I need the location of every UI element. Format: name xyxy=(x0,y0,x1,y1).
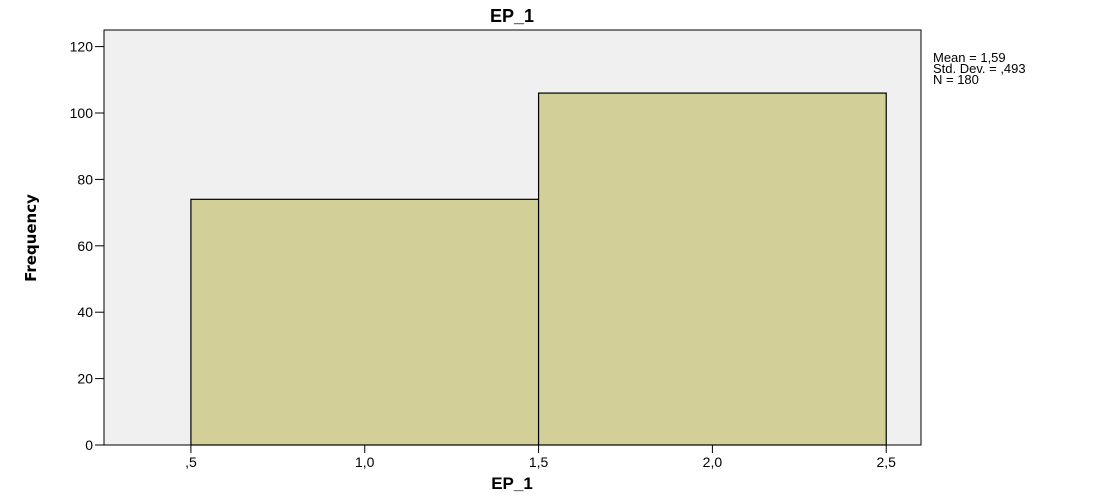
stats-std-dev: Std. Dev. = ,493 xyxy=(933,61,1026,76)
y-tick-label: 80 xyxy=(77,171,93,187)
stats-n: N = 180 xyxy=(933,72,979,87)
y-tick-label: 60 xyxy=(77,238,93,254)
x-tick-label: 2,5 xyxy=(876,454,896,470)
histogram-bar xyxy=(190,198,540,446)
y-axis-label: Frequency xyxy=(22,194,40,282)
stats-mean: Mean = 1,59 xyxy=(933,50,1006,65)
y-tick-label: 20 xyxy=(77,371,93,387)
x-tick-label: 1,0 xyxy=(355,454,375,470)
x-axis-label: EP_1 xyxy=(491,474,533,493)
chart-title: EP_1 xyxy=(490,6,534,26)
x-tick-label: 1,5 xyxy=(529,454,549,470)
x-tick-label: ,5 xyxy=(185,454,197,470)
histogram-bar xyxy=(537,92,887,446)
y-tick-label: 0 xyxy=(85,437,93,453)
stats-box: Mean = 1,59 Std. Dev. = ,493 N = 180 xyxy=(933,50,1026,87)
x-tick-label: 2,0 xyxy=(703,454,723,470)
y-tick-label: 100 xyxy=(70,105,94,121)
y-tick-label: 40 xyxy=(77,304,93,320)
y-tick-label: 120 xyxy=(70,39,94,55)
